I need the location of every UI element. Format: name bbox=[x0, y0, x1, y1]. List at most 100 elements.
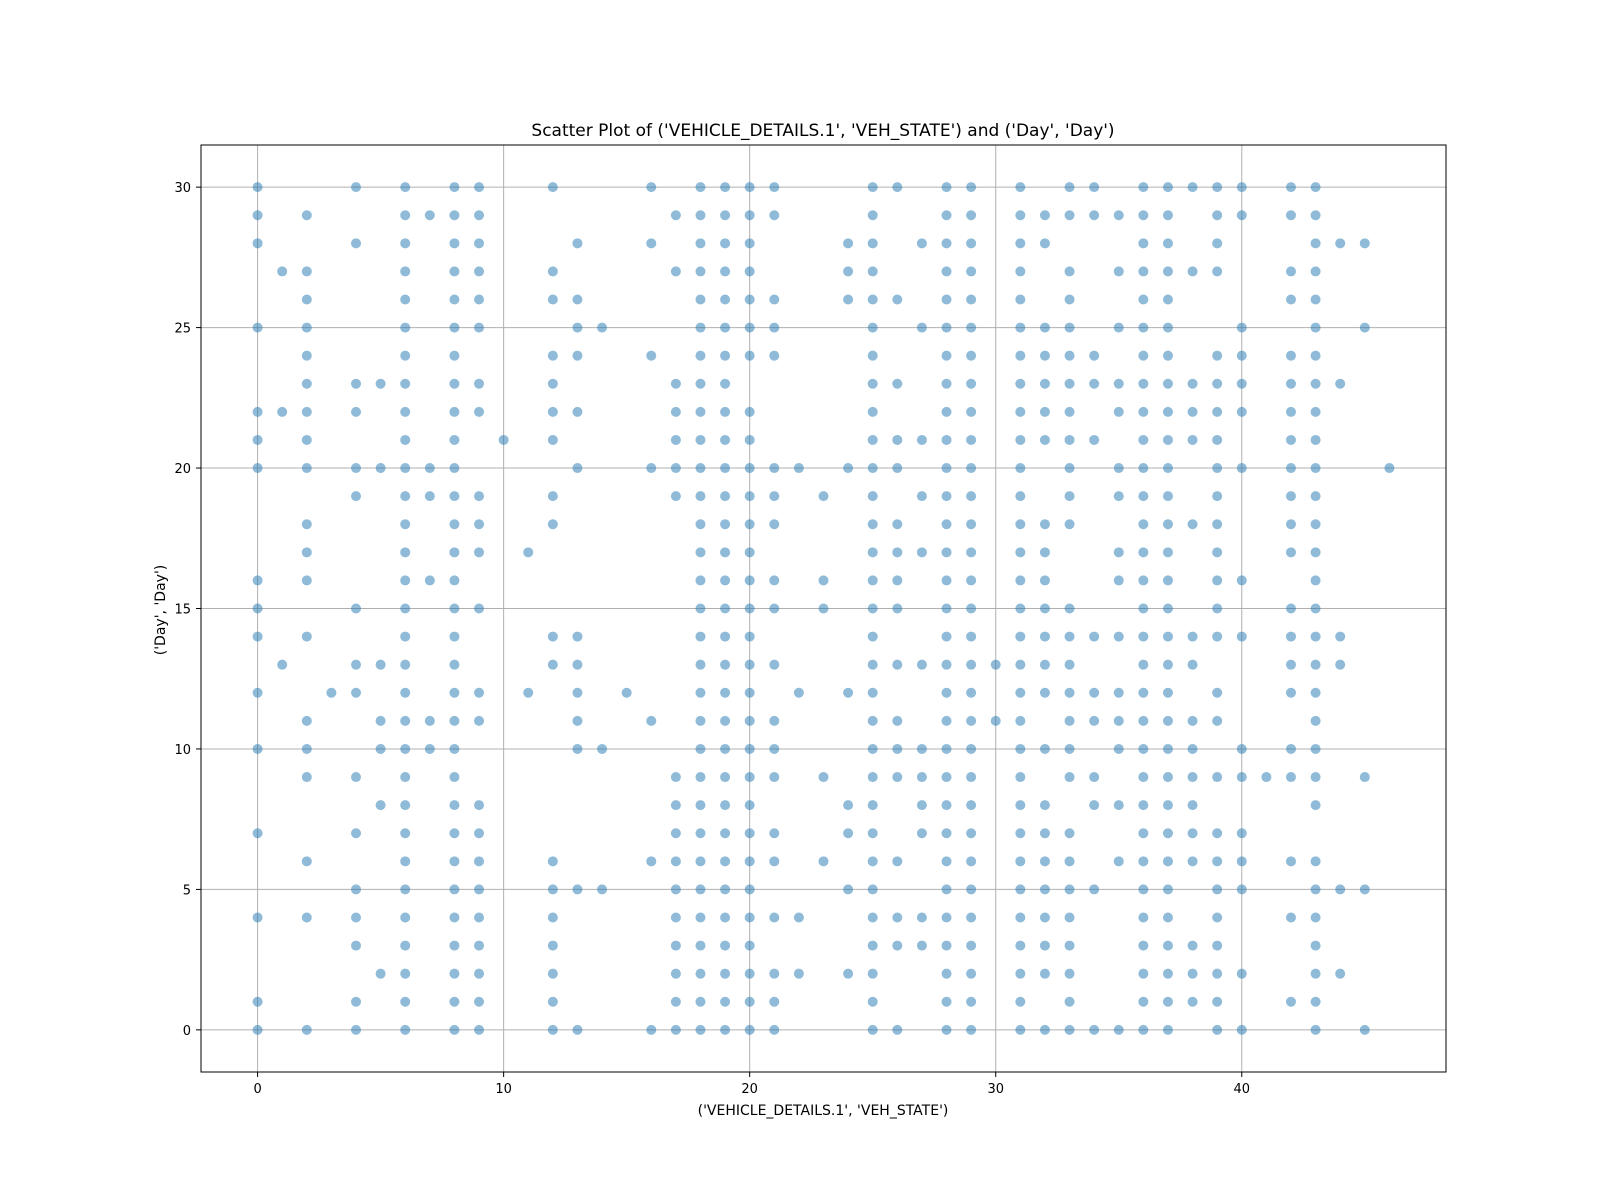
scatter-point bbox=[351, 884, 362, 895]
scatter-point bbox=[547, 968, 558, 979]
scatter-point bbox=[1384, 463, 1395, 474]
scatter-point bbox=[720, 519, 731, 530]
scatter-point bbox=[966, 631, 977, 642]
scatter-point bbox=[769, 968, 780, 979]
scatter-point bbox=[449, 856, 460, 867]
scatter-point bbox=[597, 322, 608, 333]
scatter-point bbox=[252, 210, 263, 221]
scatter-point bbox=[1187, 406, 1198, 417]
scatter-point bbox=[1162, 266, 1173, 277]
scatter-point bbox=[1310, 631, 1321, 642]
scatter-point bbox=[966, 715, 977, 726]
scatter-point bbox=[1310, 350, 1321, 361]
scatter-point bbox=[916, 238, 927, 249]
scatter-point bbox=[547, 1024, 558, 1035]
scatter-point bbox=[474, 1024, 485, 1035]
scatter-point bbox=[769, 350, 780, 361]
scatter-point bbox=[1285, 687, 1296, 698]
scatter-point bbox=[892, 603, 903, 614]
scatter-point bbox=[646, 715, 657, 726]
scatter-point bbox=[1162, 1024, 1173, 1035]
scatter-point bbox=[1138, 659, 1149, 670]
scatter-point bbox=[375, 378, 386, 389]
scatter-point bbox=[744, 856, 755, 867]
scatter-point bbox=[301, 378, 312, 389]
scatter-point bbox=[252, 182, 263, 193]
scatter-point bbox=[1285, 519, 1296, 530]
scatter-point bbox=[941, 266, 952, 277]
scatter-point bbox=[1359, 1024, 1370, 1035]
scatter-point bbox=[547, 294, 558, 305]
scatter-point bbox=[769, 715, 780, 726]
scatter-point bbox=[1359, 772, 1370, 783]
scatter-point bbox=[301, 856, 312, 867]
scatter-point bbox=[572, 322, 583, 333]
scatter-point bbox=[474, 210, 485, 221]
scatter-point bbox=[1212, 547, 1223, 558]
scatter-point bbox=[744, 687, 755, 698]
scatter-point bbox=[1138, 631, 1149, 642]
scatter-point bbox=[1138, 434, 1149, 445]
scatter-point bbox=[892, 856, 903, 867]
scatter-point bbox=[1064, 1024, 1075, 1035]
scatter-point bbox=[449, 715, 460, 726]
scatter-point bbox=[400, 659, 411, 670]
scatter-point bbox=[474, 940, 485, 951]
scatter-point bbox=[769, 575, 780, 586]
scatter-point bbox=[966, 378, 977, 389]
scatter-point bbox=[1310, 322, 1321, 333]
scatter-point bbox=[1285, 294, 1296, 305]
scatter-point bbox=[695, 715, 706, 726]
scatter-point bbox=[1039, 912, 1050, 923]
scatter-point bbox=[1138, 940, 1149, 951]
scatter-point bbox=[1285, 772, 1296, 783]
scatter-point bbox=[1212, 603, 1223, 614]
scatter-point bbox=[474, 603, 485, 614]
scatter-point bbox=[301, 434, 312, 445]
scatter-point bbox=[695, 603, 706, 614]
scatter-point bbox=[1162, 996, 1173, 1007]
scatter-point bbox=[941, 996, 952, 1007]
scatter-point bbox=[449, 519, 460, 530]
scatter-point bbox=[1138, 210, 1149, 221]
scatter-point bbox=[474, 378, 485, 389]
scatter-point bbox=[646, 350, 657, 361]
scatter-point bbox=[843, 800, 854, 811]
scatter-point bbox=[1113, 575, 1124, 586]
scatter-point bbox=[400, 463, 411, 474]
scatter-point bbox=[720, 238, 731, 249]
scatter-point bbox=[1212, 491, 1223, 502]
scatter-point bbox=[400, 210, 411, 221]
scatter-point bbox=[670, 856, 681, 867]
scatter-point bbox=[769, 463, 780, 474]
scatter-point bbox=[375, 659, 386, 670]
scatter-point bbox=[966, 856, 977, 867]
scatter-point bbox=[867, 210, 878, 221]
scatter-point bbox=[301, 294, 312, 305]
scatter-point bbox=[1138, 856, 1149, 867]
scatter-point bbox=[744, 491, 755, 502]
scatter-point bbox=[1310, 434, 1321, 445]
scatter-point bbox=[351, 182, 362, 193]
scatter-point bbox=[1039, 828, 1050, 839]
scatter-point bbox=[769, 210, 780, 221]
scatter-point bbox=[1285, 603, 1296, 614]
scatter-point bbox=[1212, 715, 1223, 726]
scatter-point bbox=[941, 743, 952, 754]
scatter-point bbox=[301, 210, 312, 221]
scatter-point bbox=[695, 743, 706, 754]
scatter-point bbox=[1285, 491, 1296, 502]
scatter-point bbox=[1015, 687, 1026, 698]
scatter-point bbox=[1138, 968, 1149, 979]
scatter-point bbox=[1113, 715, 1124, 726]
scatter-point bbox=[941, 912, 952, 923]
scatter-point bbox=[1236, 210, 1247, 221]
scatter-point bbox=[941, 547, 952, 558]
scatter-point bbox=[449, 210, 460, 221]
scatter-point bbox=[941, 210, 952, 221]
scatter-point bbox=[670, 434, 681, 445]
scatter-point bbox=[1089, 182, 1100, 193]
scatter-point bbox=[720, 266, 731, 277]
scatter-point bbox=[1187, 996, 1198, 1007]
scatter-point bbox=[843, 687, 854, 698]
